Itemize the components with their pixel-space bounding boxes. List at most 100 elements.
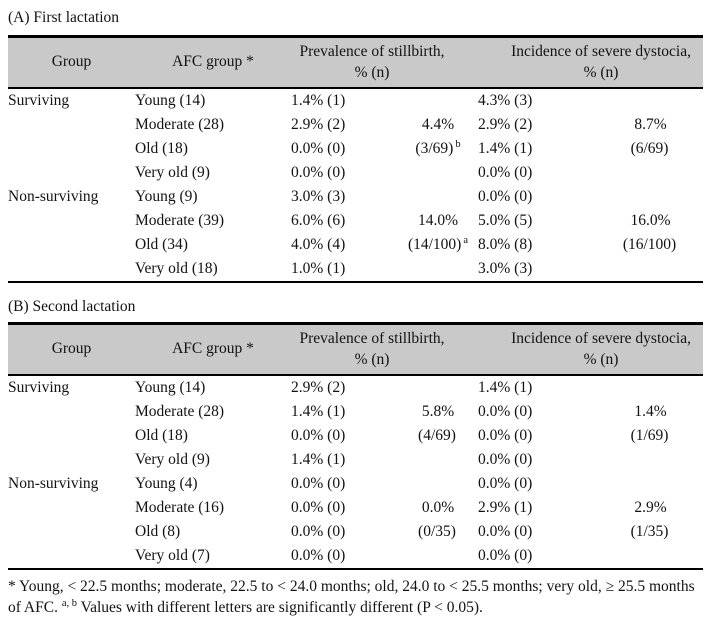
- col-header-group: Group: [8, 322, 135, 376]
- significance-superscript: b: [455, 138, 461, 150]
- dystocia-value-cell: 0.0% (0): [478, 523, 533, 540]
- stillbirth-value-cell: 1.4% (1): [291, 403, 346, 420]
- table-footnote: * Young, < 22.5 months; moderate, 22.5 t…: [8, 577, 703, 618]
- col-header-afc: AFC group *: [135, 322, 291, 376]
- pooled-fraction-text: (16/100): [622, 236, 677, 253]
- table-row: Moderate (16) 0.0% (0) 2.9% (1): [8, 496, 703, 520]
- dystocia-value-cell: 5.0% (5): [478, 212, 533, 229]
- stillbirth-value-cell: 0.0% (0): [291, 140, 346, 157]
- pooled-fraction-text: (14/100): [407, 236, 462, 253]
- afc-cell: Young (4): [135, 475, 198, 492]
- pooled-fraction: (0/35): [398, 520, 478, 544]
- table-row: Very old (9) 0.0% (0) 0.0% (0): [8, 161, 703, 185]
- dystocia-value-cell: 8.0% (8): [478, 236, 533, 253]
- footnote-significance-note: Values with different letters are signif…: [77, 598, 483, 616]
- pooled-fraction-text: (4/69): [418, 427, 456, 444]
- dystocia-value-cell: 4.3% (3): [478, 92, 533, 109]
- pooled-fraction: (3/69) b: [398, 137, 478, 161]
- stillbirth-value-cell: 0.0% (0): [291, 547, 346, 564]
- stillbirth-value-cell: 0.0% (0): [291, 164, 346, 181]
- group-label-cell: Surviving: [8, 379, 70, 396]
- pooled-fraction-text: (6/69): [630, 140, 669, 157]
- dystocia-value-cell: 0.0% (0): [478, 427, 533, 444]
- pooled-percent: 5.8%: [421, 403, 455, 420]
- group-label-cell-empty: [8, 257, 135, 282]
- pooled-percent: 14.0%: [417, 212, 459, 229]
- dystocia-value-cell: 0.0% (0): [478, 475, 533, 492]
- group-label-cell-empty: [8, 496, 135, 520]
- group-label-cell-empty: [8, 544, 135, 569]
- col-header-stillbirth-line1: Prevalence of stillbirth,: [299, 42, 445, 60]
- pooled-fraction-text: (0/35): [418, 523, 456, 540]
- stillbirth-value-cell: 0.0% (0): [291, 475, 346, 492]
- stillbirth-pooled-cell: 0.0% (0/35): [398, 472, 478, 569]
- table-row: Moderate (28) 2.9% (2) 2.9% (2): [8, 113, 703, 137]
- section-b-table: Group AFC group * Prevalence of stillbir…: [8, 322, 704, 570]
- col-header-dystocia-line1: Incidence of severe dystocia,: [511, 329, 691, 347]
- dystocia-value-cell: 0.0% (0): [478, 164, 533, 181]
- stillbirth-value-cell: 4.0% (4): [291, 236, 346, 253]
- col-header-stillbirth-line1: Prevalence of stillbirth,: [299, 329, 445, 347]
- afc-cell: Old (18): [135, 427, 188, 444]
- col-header-dystocia: Incidence of severe dystocia, % (n): [478, 322, 704, 376]
- section-b-header: Group AFC group * Prevalence of stillbir…: [8, 322, 704, 376]
- table-row: Moderate (28) 1.4% (1) 0.0% (0): [8, 400, 703, 424]
- stillbirth-value-cell: 0.0% (0): [291, 499, 346, 516]
- stillbirth-value-cell: 2.9% (2): [291, 116, 346, 133]
- pooled-fraction: (4/69): [398, 424, 478, 448]
- significance-superscript: a: [463, 234, 469, 246]
- section-a-table: Group AFC group * Prevalence of stillbir…: [8, 35, 704, 283]
- dystocia-value-cell: 1.4% (1): [478, 379, 533, 396]
- afc-cell: Old (8): [135, 523, 181, 540]
- dystocia-pooled-cell: 16.0% (16/100): [598, 185, 703, 282]
- afc-cell: Very old (9): [135, 164, 210, 181]
- col-header-dystocia: Incidence of severe dystocia, % (n): [478, 35, 704, 89]
- col-header-dystocia-line2: % (n): [583, 350, 619, 368]
- table-figure: (A) First lactation Group AFC group * Pr…: [8, 7, 704, 618]
- table-row: Old (18) 0.0% (0) 1.4% (1): [8, 137, 703, 161]
- pooled-percent: 4.4%: [421, 116, 455, 133]
- stillbirth-value-cell: 0.0% (0): [291, 523, 346, 540]
- pooled-fraction-text: (3/69): [415, 140, 454, 157]
- table-row: Moderate (39) 6.0% (6) 5.0% (5): [8, 209, 703, 233]
- afc-cell: Young (14): [135, 92, 206, 109]
- col-header-stillbirth: Prevalence of stillbirth, % (n): [291, 35, 478, 89]
- table-row: Very old (9) 1.4% (1) 0.0% (0): [8, 448, 703, 472]
- pooled-fraction-text: (1/69): [630, 427, 669, 444]
- group-label-cell-empty: [8, 520, 135, 544]
- footnote-superscript: a, b: [61, 597, 78, 609]
- stillbirth-value-cell: 1.4% (1): [291, 451, 346, 468]
- table-row: Very old (18) 1.0% (1) 3.0% (3): [8, 257, 703, 282]
- stillbirth-value-cell: 1.4% (1): [291, 92, 346, 109]
- dystocia-value-cell: 1.4% (1): [478, 140, 533, 157]
- section-a-title: (A) First lactation: [8, 9, 120, 26]
- table-row: Old (8) 0.0% (0) 0.0% (0): [8, 520, 703, 544]
- group-label-cell-empty: [8, 209, 135, 233]
- dystocia-value-cell: 0.0% (0): [478, 403, 533, 420]
- table-row: Very old (7) 0.0% (0) 0.0% (0): [8, 544, 703, 569]
- group-label-cell-empty: [8, 161, 135, 185]
- col-header-stillbirth: Prevalence of stillbirth, % (n): [291, 322, 478, 376]
- pooled-fraction: (14/100) a: [398, 233, 478, 257]
- section-b-title: (B) Second lactation: [8, 298, 136, 315]
- stillbirth-pooled-cell: 4.4% (3/69) b: [398, 88, 478, 185]
- dystocia-value-cell: 0.0% (0): [478, 451, 533, 468]
- stillbirth-pooled-cell: 14.0% (14/100) a: [398, 185, 478, 282]
- stillbirth-pooled-cell: 5.8% (4/69): [398, 375, 478, 472]
- col-header-dystocia-line2: % (n): [583, 63, 619, 81]
- pooled-fraction: (16/100): [598, 233, 703, 257]
- pooled-percent: 0.0%: [421, 499, 455, 516]
- dystocia-value-cell: 2.9% (2): [478, 116, 533, 133]
- table-row: Old (34) 4.0% (4) 8.0% (8): [8, 233, 703, 257]
- group-label-cell-empty: [8, 424, 135, 448]
- group-label-cell-empty: [8, 113, 135, 137]
- dystocia-pooled-cell: 8.7% (6/69): [598, 88, 703, 185]
- stillbirth-value-cell: 6.0% (6): [291, 212, 346, 229]
- afc-cell: Very old (7): [135, 547, 210, 564]
- pooled-percent: 16.0%: [630, 212, 671, 229]
- afc-cell: Old (18): [135, 140, 188, 157]
- group-label-cell: Surviving: [8, 92, 70, 109]
- col-header-stillbirth-line2: % (n): [354, 350, 390, 368]
- group-label-cell: Non-surviving: [8, 188, 99, 205]
- pooled-fraction: (1/69): [598, 424, 703, 448]
